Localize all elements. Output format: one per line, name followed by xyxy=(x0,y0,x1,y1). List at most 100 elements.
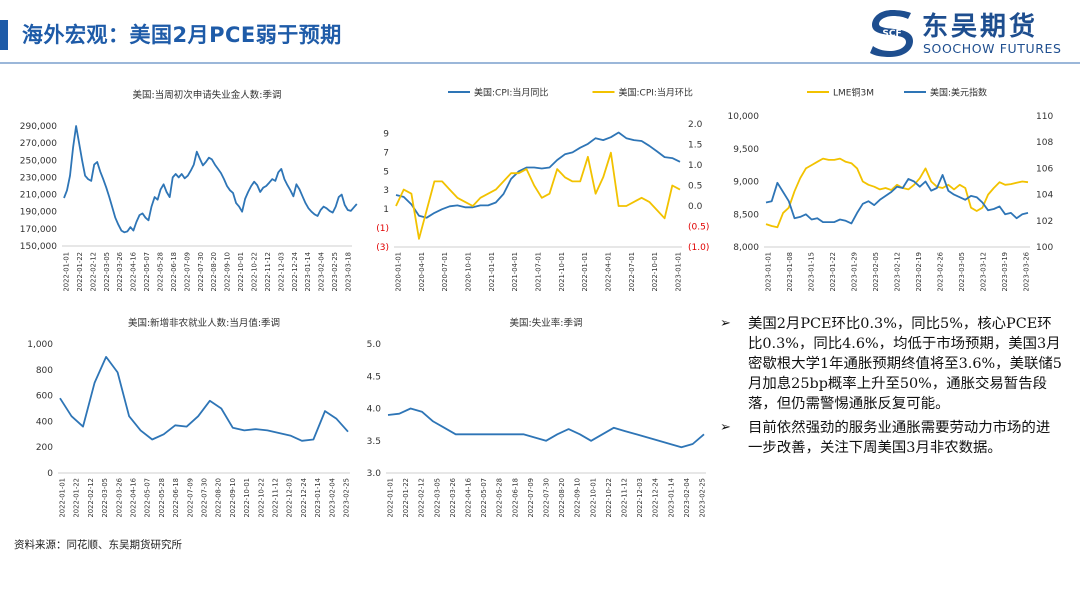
y-tick-label: (3) xyxy=(376,243,389,253)
x-tick-label: 2022-07-01 xyxy=(628,252,636,292)
legend-label: 美国:CPI:当月环比 xyxy=(619,87,693,99)
x-tick: 2022-04-16 xyxy=(130,252,138,292)
x-tick: 2021-10-01 xyxy=(558,252,566,292)
x-tick: 2022-03-05 xyxy=(101,478,109,518)
x-tick-label: 2022-05-28 xyxy=(496,478,504,518)
y-right-tick-label: 110 xyxy=(1036,112,1053,122)
x-tick: 2022-01-01 xyxy=(63,252,71,292)
y-tick-label: 210,000 xyxy=(20,191,57,201)
x-tick: 2022-01-22 xyxy=(402,478,410,518)
x-tick: 2023-01-01 xyxy=(765,252,773,292)
y-tick-label: 1,000 xyxy=(27,340,53,350)
x-tick-label: 2023-01-08 xyxy=(786,252,794,292)
x-tick: 2020-07-01 xyxy=(441,252,449,292)
y-tick-label: 250,000 xyxy=(20,156,57,166)
x-tick: 2023-01-01 xyxy=(675,252,683,292)
y-right-tick-label: 0.0 xyxy=(688,202,703,212)
x-tick-label: 2020-01-01 xyxy=(395,252,403,292)
x-tick: 2023-02-25 xyxy=(343,478,351,518)
x-tick: 2022-07-30 xyxy=(543,478,551,518)
legend-label: 美国:CPI:当月同比 xyxy=(474,87,548,99)
y-tick-label: (1) xyxy=(376,224,389,234)
x-tick-label: 2022-03-26 xyxy=(115,478,123,518)
x-tick-label: 2023-01-01 xyxy=(765,252,773,292)
x-tick-label: 2022-03-05 xyxy=(103,252,111,292)
y-tick-label: 150,000 xyxy=(20,242,57,252)
x-tick: 2023-01-15 xyxy=(808,252,816,292)
x-tick: 2023-01-14 xyxy=(314,478,322,518)
x-tick-label: 2023-01-29 xyxy=(851,252,859,292)
x-tick-label: 2023-02-25 xyxy=(331,252,339,292)
x-tick: 2023-02-25 xyxy=(699,478,707,518)
x-tick: 2022-12-03 xyxy=(277,252,285,292)
x-tick-label: 2022-01-01 xyxy=(63,252,71,292)
x-tick-label: 2022-07-30 xyxy=(543,478,551,518)
x-tick: 2022-10-01 xyxy=(651,252,659,292)
x-tick: 2022-10-22 xyxy=(251,252,259,292)
x-tick-label: 2023-02-19 xyxy=(915,252,923,292)
x-tick-label: 2022-09-10 xyxy=(574,478,582,518)
x-tick-label: 2022-12-03 xyxy=(277,252,285,292)
x-tick: 2022-07-01 xyxy=(628,252,636,292)
data-source: 资料来源：同花顺、东吴期货研究所 xyxy=(14,539,182,551)
y-tick-label: 4.5 xyxy=(367,372,381,382)
x-tick: 2022-09-10 xyxy=(574,478,582,518)
x-tick: 2022-12-03 xyxy=(636,478,644,518)
y-tick-label: 5.0 xyxy=(367,340,382,350)
x-tick-label: 2022-05-28 xyxy=(157,252,165,292)
y-right-tick-label: 108 xyxy=(1036,138,1053,148)
x-tick-label: 2022-07-09 xyxy=(527,478,535,518)
x-tick-label: 2021-01-01 xyxy=(488,252,496,292)
y-right-tick-label: 100 xyxy=(1036,243,1053,253)
x-tick: 2023-02-19 xyxy=(915,252,923,292)
y-tick-label: 1 xyxy=(383,205,389,215)
y-right-tick-label: 0.5 xyxy=(688,182,702,192)
x-tick-label: 2022-06-18 xyxy=(511,478,519,518)
arrow-bullet-icon: ➢ xyxy=(720,316,731,331)
x-tick: 2022-02-12 xyxy=(418,478,426,518)
x-tick-label: 2022-05-07 xyxy=(480,478,488,518)
y-tick-label: 3.0 xyxy=(367,469,382,479)
x-tick-label: 2022-10-01 xyxy=(651,252,659,292)
x-tick-label: 2020-10-01 xyxy=(465,252,473,292)
x-tick-label: 2022-03-05 xyxy=(433,478,441,518)
x-tick-label: 2023-02-04 xyxy=(683,478,691,518)
x-tick: 2023-03-19 xyxy=(1001,252,1009,292)
x-tick: 2023-01-14 xyxy=(304,252,312,292)
y-right-tick-label: 2.0 xyxy=(688,120,703,130)
x-tick-label: 2022-04-16 xyxy=(130,478,138,518)
x-tick: 2022-10-01 xyxy=(589,478,597,518)
x-tick-label: 2022-06-18 xyxy=(172,478,180,518)
x-tick: 2022-07-30 xyxy=(197,252,205,292)
x-tick-label: 2022-02-12 xyxy=(418,478,426,518)
x-tick: 2021-01-01 xyxy=(488,252,496,292)
chart-svg: 美国:CPI:当月同比 美国:CPI:当月环比 (3) (1) 1 3 5 7 9 (1.0) (0… xyxy=(376,87,709,292)
x-tick: 2022-11-12 xyxy=(621,478,629,518)
x-tick: 2022-10-22 xyxy=(605,478,613,518)
x-tick: 2022-12-03 xyxy=(286,478,294,518)
x-tick-label: 2022-06-18 xyxy=(170,252,178,292)
x-tick-label: 2022-04-01 xyxy=(605,252,613,292)
x-tick: 2022-03-26 xyxy=(449,478,457,518)
x-tick: 2022-05-07 xyxy=(480,478,488,518)
header-divider xyxy=(0,62,1080,64)
x-tick: 2022-12-24 xyxy=(652,478,660,518)
logo-mark-icon: SCF xyxy=(870,10,913,57)
x-tick-label: 2023-02-04 xyxy=(328,478,336,518)
x-tick: 2023-03-12 xyxy=(980,252,988,292)
x-tick: 2022-05-28 xyxy=(496,478,504,518)
x-tick-label: 2022-10-22 xyxy=(257,478,265,518)
series-line xyxy=(59,356,349,442)
x-tick: 2022-04-16 xyxy=(465,478,473,518)
x-tick: 2022-01-01 xyxy=(59,478,67,518)
x-tick: 2022-01-22 xyxy=(76,252,84,292)
chart-unemployment-rate: 美国:失业率:季调 3.0 3.5 4.0 4.5 5.0 2022-01-01 2022-0… xyxy=(360,310,712,532)
x-tick: 2022-11-12 xyxy=(272,478,280,518)
y-tick-label: 190,000 xyxy=(20,208,57,218)
x-tick: 2022-07-09 xyxy=(527,478,535,518)
x-tick: 2022-12-24 xyxy=(300,478,308,518)
note-text: 目前依然强劲的服务业通胀需要劳动力市场的进一步改善，关注下周美国3月非农数据。 xyxy=(748,420,1051,456)
y-tick-label: 8,000 xyxy=(733,243,759,253)
x-tick: 2022-01-22 xyxy=(73,478,81,518)
x-tick-label: 2022-02-12 xyxy=(87,478,95,518)
